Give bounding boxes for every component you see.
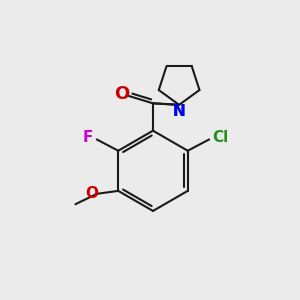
Text: O: O: [114, 85, 130, 103]
Text: O: O: [85, 186, 98, 201]
Text: Cl: Cl: [213, 130, 229, 146]
Text: F: F: [83, 130, 93, 146]
Text: N: N: [173, 104, 185, 119]
Text: N: N: [173, 104, 185, 119]
